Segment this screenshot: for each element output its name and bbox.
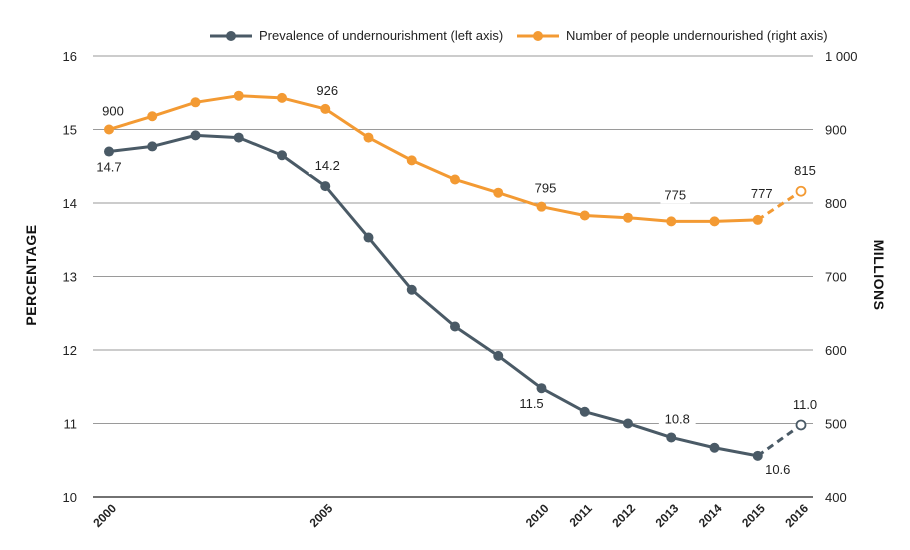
left-axis-ticks: 10 11 12 13 14 15 16 [63,49,77,505]
legend-marker-prevalence [226,31,236,41]
series-projection-people [756,189,802,222]
legend-marker-people [533,31,543,41]
data-point-prevalence [320,181,331,192]
data-point-prevalence [190,130,201,141]
data-point-prevalence [147,141,158,152]
right-tick-label: 700 [825,270,847,285]
data-point-prevalence [752,450,763,461]
data-labels: 14.7 14.2 11.5 10.8 10.6 11.0 900 926 795 775 777 8… [90,82,824,478]
data-label-bg [790,163,820,180]
data-label-bg [660,187,691,204]
x-tick-label: 2014 [696,501,725,530]
data-label-bg [513,396,550,413]
right-axis-ticks: 400 500 600 700 800 900 1 000 [825,49,858,505]
data-point-people [277,92,287,103]
series-line-prevalence [108,133,759,458]
data-point-people-projected [795,185,807,197]
right-tick-label: 1 000 [825,49,858,64]
data-point-people [450,174,460,185]
data-point-people [493,187,504,198]
data-label: 11.0 [793,397,817,412]
left-tick-label: 13 [63,270,77,285]
legend: Prevalence of undernourishment (left axi… [210,28,828,43]
series-layer [104,90,807,461]
data-point-people [536,201,547,212]
series-line-people [108,94,758,223]
data-label-bg [786,396,824,413]
x-axis-ticks: 2000 2005 2010 2011 2012 2013 2014 2015 2016 [90,501,811,530]
data-label: 926 [316,83,338,98]
left-tick-label: 16 [63,49,77,64]
data-label: 815 [794,163,816,178]
data-point-people [104,124,114,135]
data-label-bg [658,411,696,428]
left-tick-label: 11 [64,417,78,432]
x-tick-label: 2015 [739,501,768,530]
x-tick-label: 2012 [609,501,638,530]
data-point-people [579,210,590,221]
right-tick-label: 800 [825,196,847,211]
data-point-prevalence [579,406,590,417]
data-point-people [709,216,720,227]
series-projection-prevalence [756,423,802,458]
data-point-prevalence [277,150,287,161]
left-tick-label: 15 [63,123,77,138]
data-label: 775 [664,187,686,202]
data-label-bg [530,180,561,197]
left-axis-title: PERCENTAGE [23,224,39,325]
data-point-people [147,111,158,122]
data-point-prevalence [406,284,417,295]
data-label: 10.6 [765,462,790,477]
data-label: 795 [535,181,557,196]
gridlines [93,55,813,498]
data-point-prevalence [493,350,504,361]
x-tick-label: 2000 [90,501,119,530]
x-tick-label: 2010 [523,501,552,530]
right-tick-label: 500 [825,417,847,432]
legend-label-prevalence: Prevalence of undernourishment (left axi… [259,28,503,43]
left-tick-label: 10 [63,490,77,505]
right-axis-title: MILLIONS [871,240,887,311]
data-label: 14.2 [315,158,340,173]
data-point-people [363,132,374,143]
data-point-people [752,214,763,225]
data-point-people [320,103,331,114]
data-point-people [233,90,244,101]
right-tick-label: 900 [825,123,847,138]
data-point-prevalence [666,432,677,443]
data-label-bg [98,103,128,120]
data-point-prevalence [104,146,114,157]
left-tick-label: 12 [63,343,77,358]
data-point-prevalence-projected [795,419,807,431]
data-label-bg [90,159,128,176]
x-tick-label: 2005 [307,501,336,530]
data-label: 900 [102,104,124,119]
data-point-prevalence [709,442,720,453]
data-label: 14.7 [96,160,121,175]
data-label-bg [759,461,797,478]
right-tick-label: 600 [825,343,847,358]
data-label-bg [312,82,343,99]
left-tick-label: 14 [63,196,77,211]
data-label-bg [746,185,777,202]
data-label: 777 [751,186,773,201]
data-point-people [406,155,417,166]
data-point-people [666,216,677,227]
data-point-prevalence [233,132,244,143]
data-point-people [190,97,201,108]
data-point-prevalence [623,418,633,429]
data-point-prevalence [450,321,460,332]
data-label: 11.5 [519,396,543,411]
data-point-people [623,212,633,223]
x-tick-label: 2011 [567,501,596,530]
x-tick-label: 2013 [653,501,682,530]
right-tick-label: 400 [825,490,847,505]
data-label-bg [308,158,346,175]
legend-label-people: Number of people undernourished (right a… [566,28,828,43]
data-point-prevalence [363,232,374,243]
x-tick-label: 2016 [782,501,811,530]
data-point-prevalence [536,383,547,394]
data-label: 10.8 [665,411,690,426]
